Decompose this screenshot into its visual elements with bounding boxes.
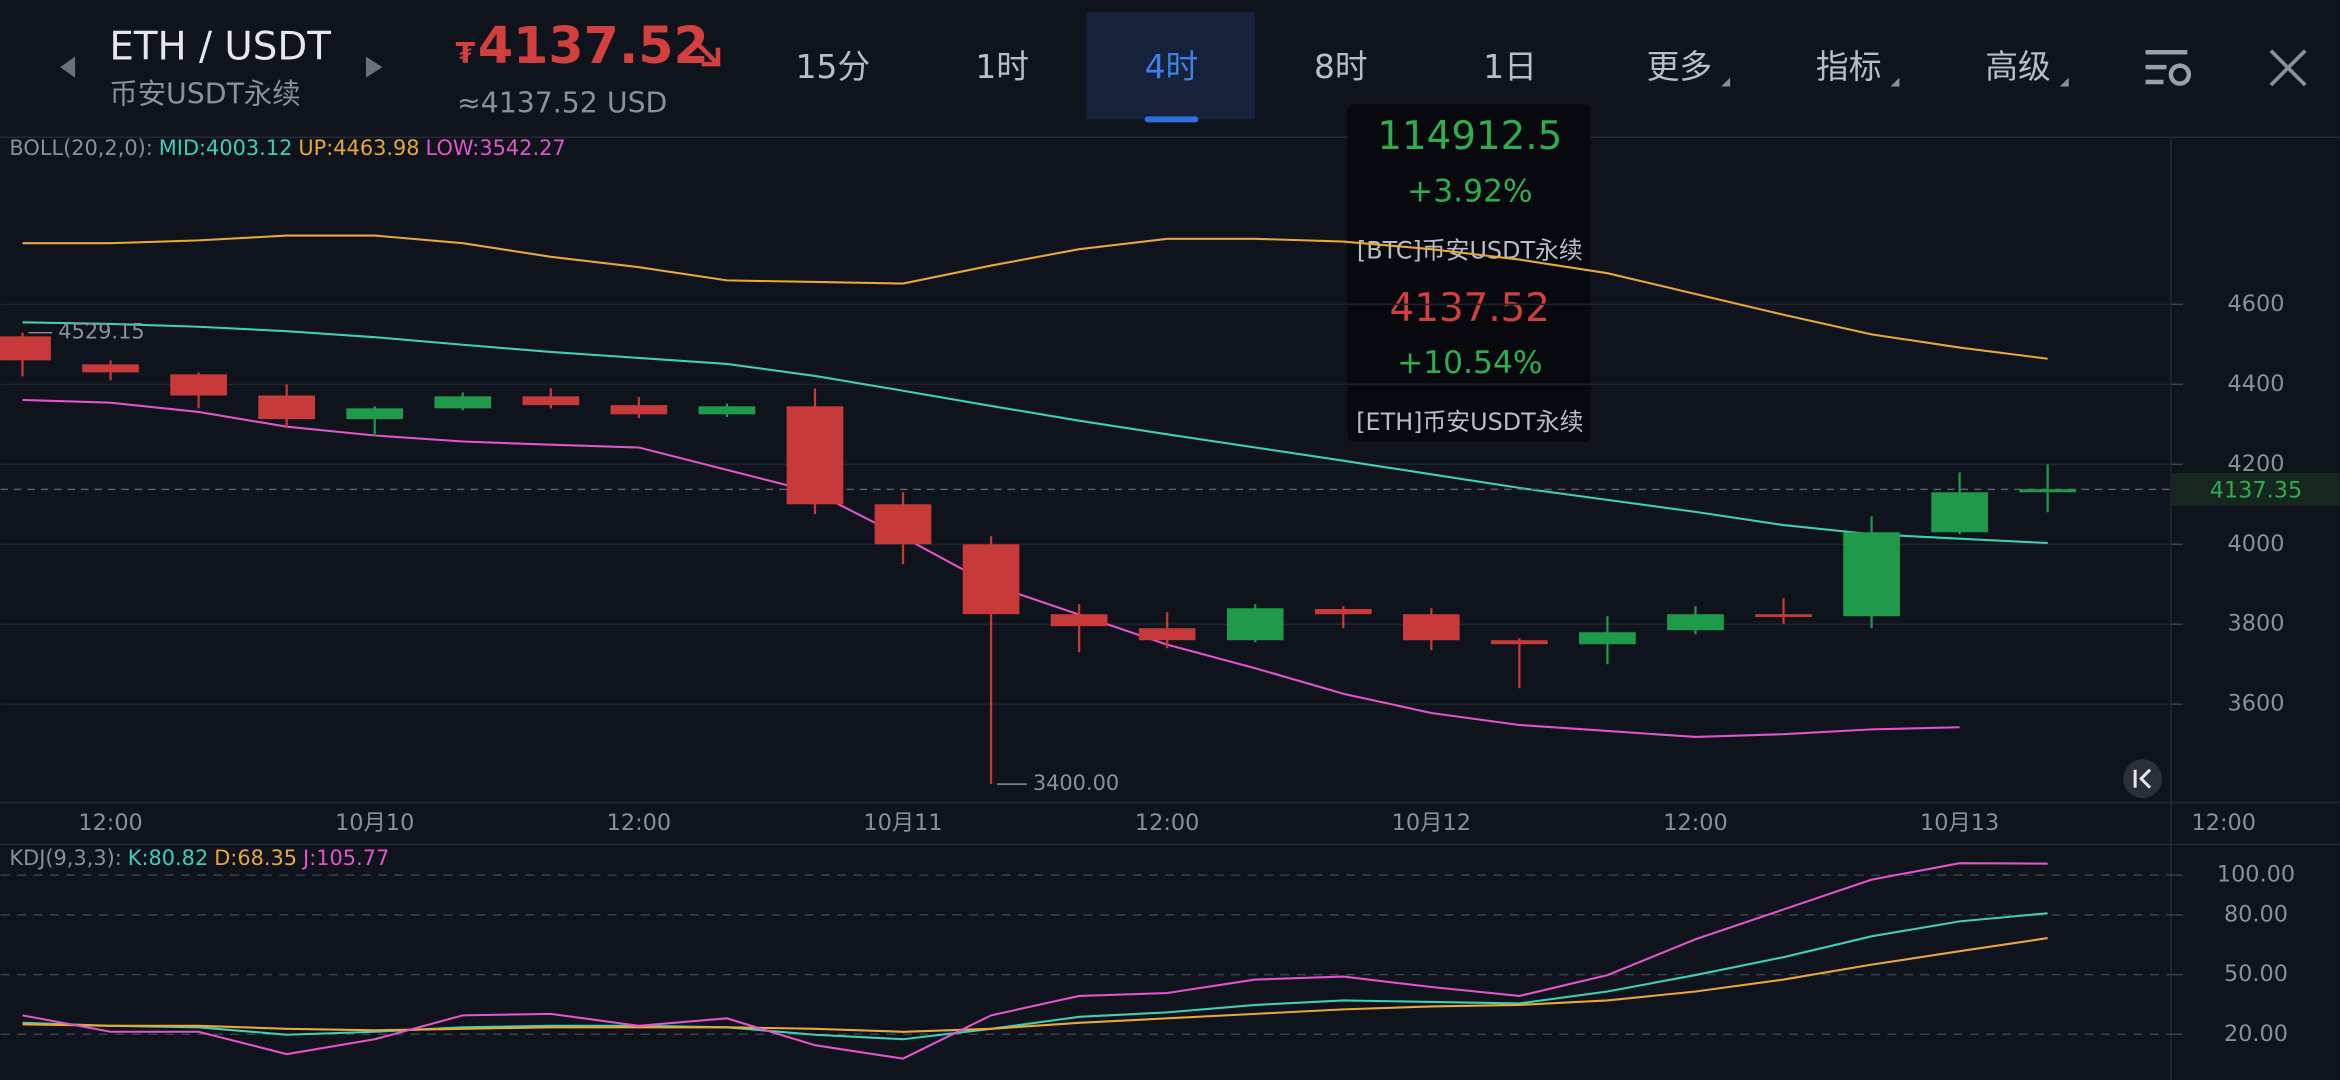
candle-body bbox=[346, 408, 404, 420]
dropdown-mark bbox=[1890, 77, 1900, 87]
currency: ₮ bbox=[455, 37, 475, 70]
popup-value: 4137.52 bbox=[1390, 286, 1550, 331]
tab[interactable]: 1日 bbox=[1483, 48, 1537, 86]
y-tick-label: 3800 bbox=[2228, 611, 2285, 637]
candle-body bbox=[82, 364, 139, 373]
candle-body bbox=[2019, 489, 2077, 493]
indicator-line bbox=[22, 862, 2048, 1060]
candle-body bbox=[1843, 532, 1900, 617]
candle-body bbox=[522, 396, 580, 406]
prev-arrow[interactable] bbox=[60, 56, 76, 78]
pair[interactable]: ETH / USDT bbox=[109, 25, 331, 70]
popup-change: +3.92% bbox=[1407, 173, 1533, 209]
x-tick-label: 10月10 bbox=[335, 810, 414, 836]
y-tick-label: 4200 bbox=[2228, 451, 2285, 477]
min-label: 3400.00 bbox=[1033, 771, 1119, 795]
market: 币安USDT永续 bbox=[109, 77, 300, 110]
tab-highlight bbox=[1086, 11, 1256, 120]
candle-body bbox=[1138, 628, 1196, 641]
candle-body bbox=[1402, 614, 1460, 641]
dropdown-mark bbox=[2059, 77, 2069, 87]
tab[interactable]: 指标 bbox=[1816, 48, 1882, 86]
tab[interactable]: 15分 bbox=[796, 48, 871, 86]
x-tick-label: 10月12 bbox=[1392, 810, 1471, 836]
scroll-latest-icon bbox=[2133, 768, 2152, 789]
last-price-label: 4137.35 bbox=[2210, 477, 2302, 503]
x-tick-label: 10月11 bbox=[863, 810, 942, 836]
y-tick-label: 20.00 bbox=[2224, 1021, 2288, 1047]
candle-body bbox=[1931, 492, 1988, 533]
dropdown-mark bbox=[1721, 77, 1731, 87]
y-tick-label: 50.00 bbox=[2224, 961, 2288, 987]
candle-body bbox=[1579, 632, 1636, 645]
usd-price: ≈4137.52 USD bbox=[457, 86, 667, 119]
candle-body bbox=[1755, 614, 1812, 618]
tab[interactable]: 更多 bbox=[1647, 48, 1713, 86]
down-arrow bbox=[692, 38, 721, 67]
popup-value: 114912.5 bbox=[1377, 114, 1562, 159]
compare-popup bbox=[1347, 104, 1591, 442]
candle-body bbox=[1667, 614, 1724, 631]
y-tick-label: 4400 bbox=[2228, 371, 2285, 397]
tab-indicator bbox=[1144, 116, 1199, 123]
candle-body bbox=[1491, 640, 1548, 645]
candle-body bbox=[1226, 608, 1284, 641]
legend-title: KDJ(9,3,3): bbox=[9, 846, 121, 870]
popup-name: [BTC]币安USDT永续 bbox=[1357, 237, 1583, 265]
y-tick-label: 4600 bbox=[2228, 291, 2285, 317]
candle-body bbox=[874, 504, 932, 545]
tab[interactable]: 高级 bbox=[1985, 48, 2051, 86]
x-tick-label: 12:00 bbox=[607, 810, 671, 836]
price: 4137.52 bbox=[478, 16, 709, 75]
y-tick-label: 80.00 bbox=[2224, 901, 2288, 927]
popup-name: [ETH]币安USDT永续 bbox=[1356, 408, 1583, 436]
x-tick-label: 12:00 bbox=[2192, 810, 2256, 836]
tab[interactable]: 8时 bbox=[1314, 48, 1368, 86]
candle-body bbox=[170, 374, 227, 396]
candle-body bbox=[258, 395, 316, 420]
legend-entry: LOW:3542.27 bbox=[426, 136, 566, 160]
indicator-line bbox=[22, 321, 2048, 545]
settings-icon[interactable] bbox=[2145, 49, 2192, 86]
candle-body bbox=[1050, 614, 1108, 627]
legend-entry: UP:4463.98 bbox=[298, 136, 419, 160]
candle-body bbox=[786, 406, 844, 505]
candle-body bbox=[0, 336, 51, 361]
y-tick-label: 4000 bbox=[2228, 531, 2285, 557]
legend-entry: K:80.82 bbox=[128, 846, 208, 870]
x-tick-label: 12:00 bbox=[78, 810, 142, 836]
candle-body bbox=[962, 544, 1020, 615]
candle-body bbox=[434, 396, 492, 409]
max-label: 4529.15 bbox=[58, 320, 144, 344]
x-tick-label: 12:00 bbox=[1663, 810, 1727, 836]
legend-entry: D:68.35 bbox=[214, 846, 297, 870]
tab[interactable]: 1时 bbox=[975, 48, 1029, 86]
close-button[interactable] bbox=[2269, 49, 2307, 87]
popup-change: +10.54% bbox=[1397, 345, 1543, 381]
last-price-box bbox=[2170, 472, 2340, 506]
indicator-line bbox=[22, 234, 2048, 360]
indicator-line bbox=[22, 937, 2048, 1033]
legend-entry: J:105.77 bbox=[301, 846, 389, 870]
legend-title: BOLL(20,2,0): bbox=[9, 136, 152, 160]
candle-body bbox=[1314, 609, 1372, 615]
y-tick-label: 100.00 bbox=[2217, 862, 2295, 888]
y-tick-label: 3600 bbox=[2228, 691, 2285, 717]
candle-body bbox=[610, 405, 668, 415]
next-arrow[interactable] bbox=[365, 56, 383, 78]
tab[interactable]: 4时 bbox=[1145, 48, 1199, 86]
candle-body bbox=[698, 406, 756, 415]
x-tick-label: 12:00 bbox=[1135, 810, 1199, 836]
x-tick-label: 10月13 bbox=[1920, 810, 1999, 836]
indicator-line bbox=[22, 912, 2048, 1041]
legend-entry: MID:4003.12 bbox=[159, 136, 293, 160]
